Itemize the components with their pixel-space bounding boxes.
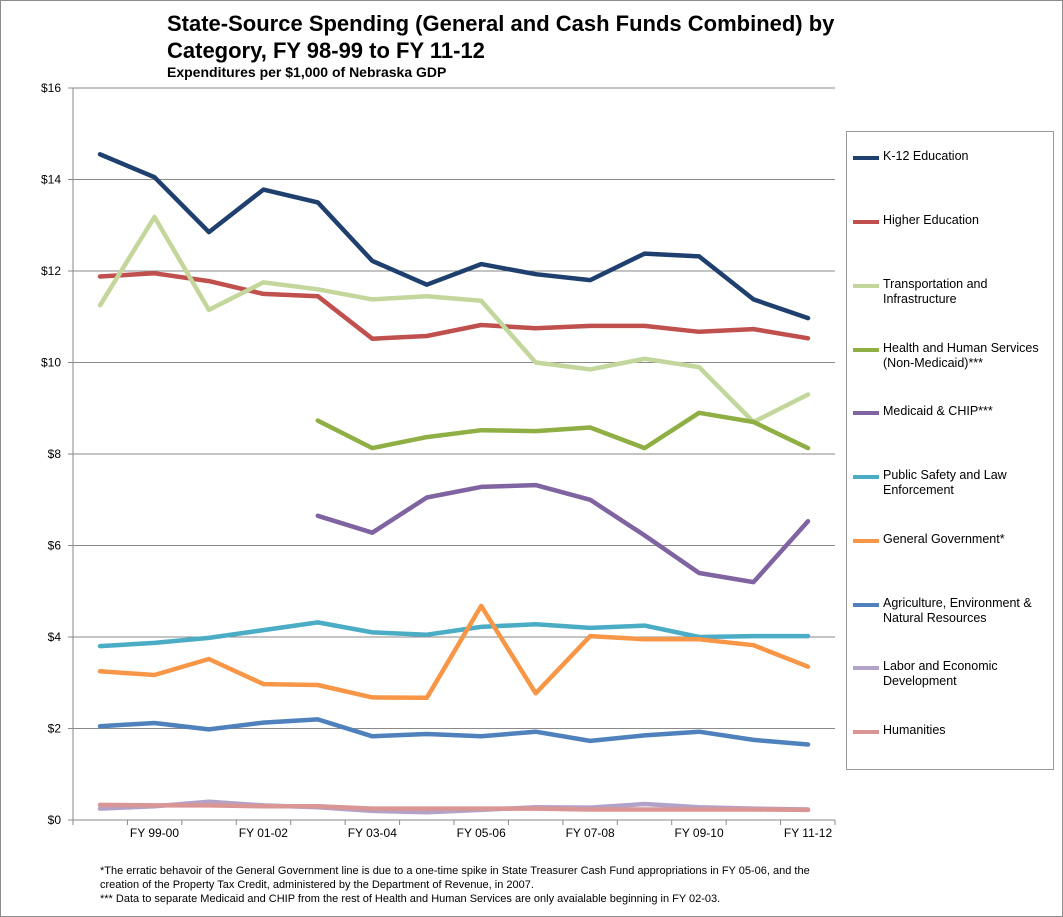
legend-label: Labor and Economic Development xyxy=(883,659,998,688)
x-tick-label: FY 01-02 xyxy=(239,826,288,840)
legend-swatch xyxy=(853,603,879,607)
footnote-general-government: *The erratic behavoir of the General Gov… xyxy=(100,865,810,891)
chart-legend: K-12 Education Higher Education Transporta… xyxy=(846,131,1054,770)
series-line-humanities xyxy=(97,802,811,813)
legend-item: General Government* xyxy=(853,532,1053,547)
legend-label: Health and Human Services (Non-Medicaid)… xyxy=(883,341,1039,370)
y-tick-label: $10 xyxy=(41,356,61,370)
series-lines xyxy=(97,152,811,815)
legend-swatch xyxy=(853,348,879,352)
legend-item: K-12 Education xyxy=(853,149,1053,164)
series-line-general-government xyxy=(97,603,811,701)
legend-item: Health and Human Services (Non-Medicaid)… xyxy=(853,341,1053,371)
series-line-labor-and-economic-development xyxy=(97,799,811,815)
legend-item: Labor and Economic Development xyxy=(853,659,1053,689)
series-line-transportation-and-infrastructure xyxy=(97,214,811,425)
legend-label: Public Safety and Law Enforcement xyxy=(883,468,1007,497)
legend-swatch xyxy=(853,539,879,543)
legend-item: Agriculture, Environment & Natural Resou… xyxy=(853,596,1053,626)
x-tick-label: FY 11-12 xyxy=(784,826,833,840)
x-tick-label: FY 05-06 xyxy=(457,826,506,840)
series-line-public-safety-and-law-enforcement xyxy=(97,620,811,649)
chart-title-line-1: State-Source Spending (General and Cash … xyxy=(167,11,835,36)
legend-swatch xyxy=(853,284,879,288)
x-tick-label: FY 09-10 xyxy=(674,826,723,840)
series-line-health-and-human-services-non-medicaid xyxy=(315,410,811,451)
legend-item: Public Safety and Law Enforcement xyxy=(853,468,1053,498)
tick-labels: $0 $2 $4 $6 $8 $10 $12 $14 $16 FY 99-00 FY 01-02 FY… xyxy=(41,81,832,840)
y-tick-label: $6 xyxy=(48,539,62,553)
y-tick-label: $12 xyxy=(41,264,61,278)
footnotes: *The erratic behavoir of the General Gov… xyxy=(100,864,830,906)
legend-label: General Government* xyxy=(883,532,1005,546)
legend-label: Higher Education xyxy=(883,213,979,227)
y-tick-label: $2 xyxy=(48,722,62,736)
legend-swatch xyxy=(853,475,879,479)
series-line-higher-education xyxy=(97,271,811,341)
legend-swatch xyxy=(853,666,879,670)
legend-label: K-12 Education xyxy=(883,149,969,163)
legend-label: Agriculture, Environment & Natural Resou… xyxy=(883,596,1032,625)
legend-label: Humanities xyxy=(883,723,946,737)
legend-label: Medicaid & CHIP*** xyxy=(883,404,993,418)
footnote-medicaid-data: *** Data to separate Medicaid and CHIP f… xyxy=(100,893,721,905)
series-line-k-12-education xyxy=(97,152,811,321)
x-tick-label: FY 03-04 xyxy=(348,826,397,840)
y-tick-label: $14 xyxy=(41,173,61,187)
legend-swatch xyxy=(853,156,879,160)
legend-item: Medicaid & CHIP*** xyxy=(853,404,1053,419)
axes xyxy=(68,87,836,825)
chart-subtitle: Expenditures per $1,000 of Nebraska GDP xyxy=(167,64,447,80)
legend-item: Transportation and Infrastructure xyxy=(853,277,1053,307)
x-tick-label: FY 99-00 xyxy=(130,826,179,840)
legend-item: Humanities xyxy=(853,723,1053,738)
line-chart-plot-area: $0 $2 $4 $6 $8 $10 $12 $14 $16 FY 99-00 FY 01-02 FY… xyxy=(41,81,836,840)
series-line-agriculture-environment-natural-resources xyxy=(97,717,811,747)
legend-swatch xyxy=(853,411,879,415)
legend-swatch xyxy=(853,220,879,224)
x-tick-label: FY 07-08 xyxy=(566,826,615,840)
chart-title-line-2: Category, FY 98-99 to FY 11-12 xyxy=(167,38,485,63)
legend-swatch xyxy=(853,730,879,734)
chart-title: State-Source Spending (General and Cash … xyxy=(167,10,927,64)
y-tick-label: $4 xyxy=(48,630,62,644)
series-line-medicaid-chip xyxy=(315,482,811,585)
y-tick-label: $8 xyxy=(48,447,62,461)
legend-item: Higher Education xyxy=(853,213,1053,228)
legend-label: Transportation and Infrastructure xyxy=(883,277,988,306)
y-tick-label: $0 xyxy=(48,813,62,827)
y-tick-label: $16 xyxy=(41,81,61,95)
